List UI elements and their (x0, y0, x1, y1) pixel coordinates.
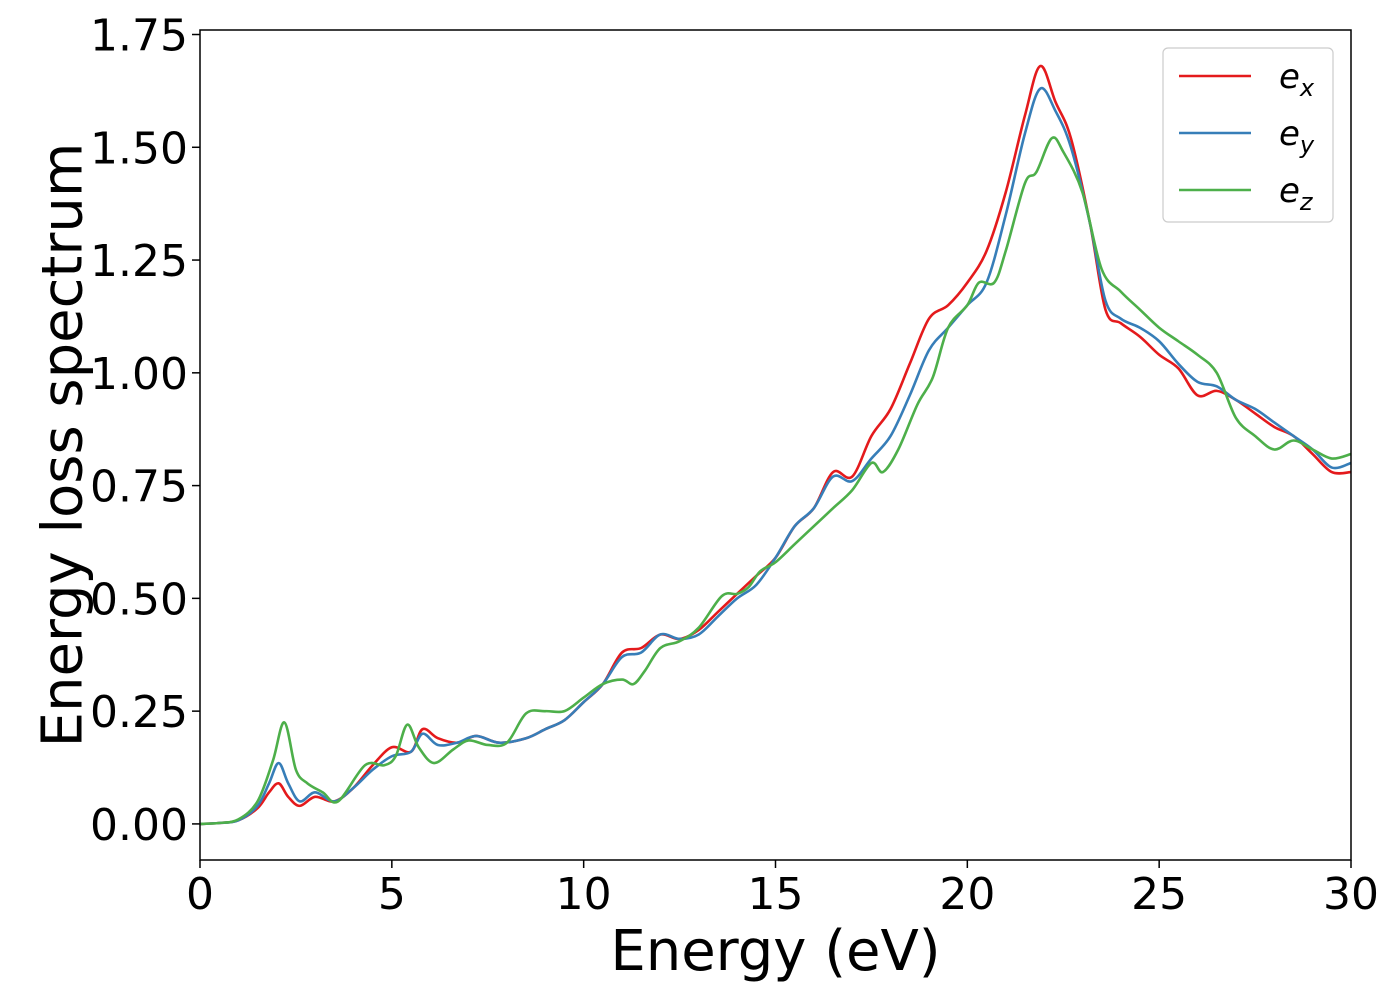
legend-label: ex (1279, 57, 1315, 102)
y-tick-label: 1.50 (90, 123, 188, 174)
legend-item-e-x: ex (1179, 57, 1315, 102)
x-tick-label: 30 (1323, 869, 1379, 920)
x-tick-label: 15 (748, 869, 804, 920)
y-tick-label: 1.00 (90, 349, 188, 400)
x-axis-title: Energy (eV) (610, 919, 940, 984)
x-tick-label: 10 (556, 869, 612, 920)
y-tick-label: 0.00 (90, 800, 188, 851)
legend: ex ey ez (1162, 47, 1334, 223)
y-tick-label: 0.50 (90, 574, 188, 625)
x-tick-label: 25 (1131, 869, 1187, 920)
y-tick-label: 1.25 (90, 236, 188, 287)
y-tick-label: 1.75 (90, 11, 188, 62)
y-axis-title: Energy loss spectrum (31, 143, 96, 748)
legend-label: ez (1279, 171, 1314, 216)
series-line-e-z (200, 136, 1351, 826)
series-lines (200, 64, 1351, 826)
y-axis-ticks: 0.00 0.25 0.50 0.75 1.00 1.25 1.50 1.75 (90, 11, 200, 851)
legend-item-e-y: ey (1179, 114, 1315, 159)
x-tick-label: 5 (378, 869, 406, 920)
y-tick-label: 0.25 (90, 687, 188, 738)
y-tick-label: 0.75 (90, 462, 188, 513)
x-tick-label: 20 (939, 869, 995, 920)
legend-item-e-z: ez (1179, 171, 1314, 216)
x-tick-label: 0 (186, 869, 214, 920)
x-axis-ticks: 0 5 10 15 20 25 30 (186, 860, 1379, 920)
legend-label: ey (1279, 114, 1315, 159)
legend-box (1162, 47, 1334, 223)
